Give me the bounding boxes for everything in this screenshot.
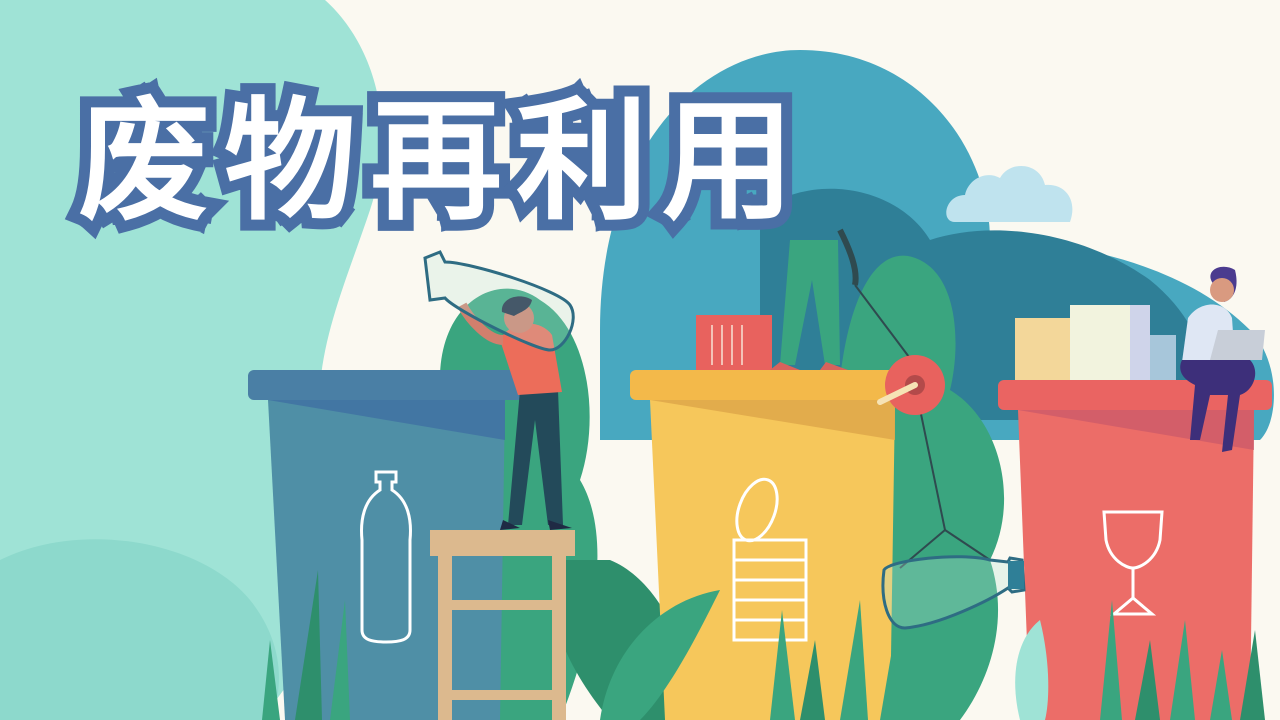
mint-lower-shape [0, 539, 279, 720]
page-title: 废物再利用 [67, 85, 808, 239]
red-box [696, 315, 772, 370]
foreground-grass [262, 570, 1265, 720]
wine-glass-icon [1102, 510, 1164, 616]
person-holding-bottle [457, 296, 572, 530]
wooden-stool [430, 530, 575, 720]
kraft-box [1015, 318, 1070, 380]
leaf-light [1015, 620, 1049, 720]
small-box [1150, 335, 1176, 380]
tin-can-icon [732, 477, 808, 642]
cloud-icon [946, 165, 1073, 222]
glass-bottle-large [423, 250, 575, 352]
glass-bottle-hanging [881, 555, 1026, 630]
person-pulling-rope [770, 228, 859, 370]
rope [854, 284, 916, 366]
plastic-bottle-icon [360, 470, 412, 644]
leaf-large [600, 590, 720, 720]
person-with-laptop [1180, 266, 1265, 452]
